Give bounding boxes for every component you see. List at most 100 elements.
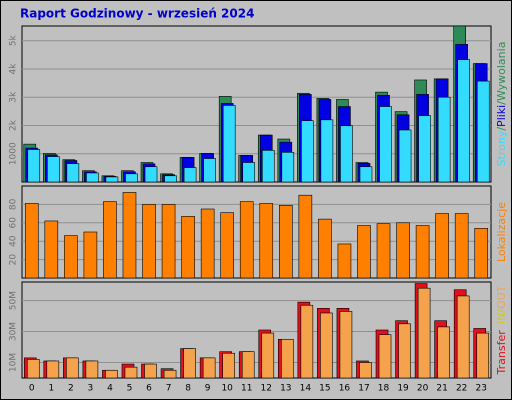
y-tick-label: 40	[9, 235, 19, 247]
y-tick-label: 5k	[9, 34, 19, 46]
bar	[163, 369, 177, 379]
bar	[376, 223, 391, 279]
bar	[279, 205, 293, 279]
legend-entry: Pliki	[495, 105, 508, 127]
plot-area	[21, 281, 492, 379]
bar	[183, 167, 197, 183]
legend: Lokalizacje	[495, 202, 508, 262]
x-tick-label: 12	[261, 384, 272, 394]
bar	[359, 166, 373, 183]
bar	[359, 362, 372, 379]
bar	[125, 173, 138, 183]
bar	[396, 222, 410, 279]
bar	[241, 351, 255, 379]
bar	[417, 287, 431, 379]
y-tick-label: 10M	[9, 353, 19, 372]
bar	[24, 203, 39, 279]
x-tick-label: 18	[378, 384, 390, 394]
plot-area	[21, 185, 492, 279]
bar	[281, 338, 294, 379]
bar	[220, 212, 234, 279]
x-tick-label: 17	[358, 384, 369, 394]
x-tick-label: 8	[185, 384, 191, 394]
x-tick-label: 20	[417, 384, 429, 394]
bar	[301, 120, 314, 183]
bar	[222, 105, 236, 183]
bar	[161, 204, 176, 279]
bar	[474, 228, 489, 279]
x-tick-label: 22	[456, 384, 467, 394]
x-tick-label: 2	[68, 384, 74, 394]
bar	[239, 201, 254, 279]
bar	[318, 218, 332, 279]
bar	[437, 96, 451, 183]
bar	[337, 243, 352, 279]
x-tick-label: 15	[319, 384, 330, 394]
bar	[203, 158, 216, 183]
bar	[103, 201, 117, 279]
x-tick-label: 7	[166, 384, 172, 394]
bar	[457, 59, 470, 183]
x-tick-label: 13	[280, 384, 291, 394]
x-tick-label: 6	[146, 384, 152, 394]
bar	[144, 166, 158, 183]
y-tick-label: 30M	[9, 322, 19, 341]
bar	[259, 203, 274, 279]
legend: Strony/Pliki/Wywolania	[495, 42, 508, 167]
x-tick-label: 4	[107, 384, 113, 394]
bar	[222, 352, 235, 379]
bar	[298, 194, 313, 279]
bar	[320, 119, 334, 183]
y-tick-label: 2k	[9, 119, 19, 131]
bar	[83, 231, 98, 279]
bar	[261, 150, 275, 183]
bar	[164, 175, 177, 183]
bar	[300, 304, 314, 379]
bar	[122, 192, 137, 279]
x-tick-label: 5	[127, 384, 133, 394]
y-tick-label: 60	[9, 217, 19, 229]
x-tick-label: 19	[397, 384, 409, 394]
bar	[339, 311, 353, 379]
y-tick-label: 80	[9, 198, 19, 210]
bar	[27, 149, 41, 183]
bar	[281, 152, 295, 183]
bar	[261, 332, 275, 379]
bar	[86, 172, 99, 183]
x-tick-label: 11	[241, 384, 252, 394]
x-tick-label: 10	[221, 384, 233, 394]
legend-entry: OUT	[495, 285, 508, 309]
bar	[476, 332, 490, 379]
legend-separator: /	[495, 101, 508, 105]
bar	[379, 106, 392, 183]
bar	[66, 163, 80, 183]
y-tick-label: 4k	[9, 63, 19, 75]
bar	[202, 357, 216, 379]
bar	[242, 162, 256, 183]
x-tick-label: 3	[88, 384, 94, 394]
bar	[105, 369, 118, 379]
x-tick-label: 0	[29, 384, 35, 394]
bar	[476, 80, 490, 183]
bar	[181, 216, 195, 279]
bar	[200, 208, 215, 279]
bar	[85, 360, 99, 379]
y-tick-label: 1000	[9, 142, 19, 165]
legend-separator: /	[495, 127, 508, 131]
legend: Transfer IN/OUT	[495, 285, 508, 375]
bar	[46, 360, 60, 379]
x-tick-label: 16	[339, 384, 351, 394]
x-tick-label: 21	[436, 384, 447, 394]
bar	[340, 125, 353, 183]
y-tick-label: 50M	[9, 291, 19, 310]
bar	[435, 213, 449, 279]
legend-entry: Strony	[495, 130, 508, 166]
bar	[105, 176, 119, 183]
bar	[437, 326, 450, 379]
x-tick-label: 14	[300, 384, 312, 394]
legend-separator: /	[495, 309, 508, 313]
bar	[183, 348, 196, 379]
bar	[415, 225, 430, 279]
x-tick-label: 23	[476, 384, 487, 394]
